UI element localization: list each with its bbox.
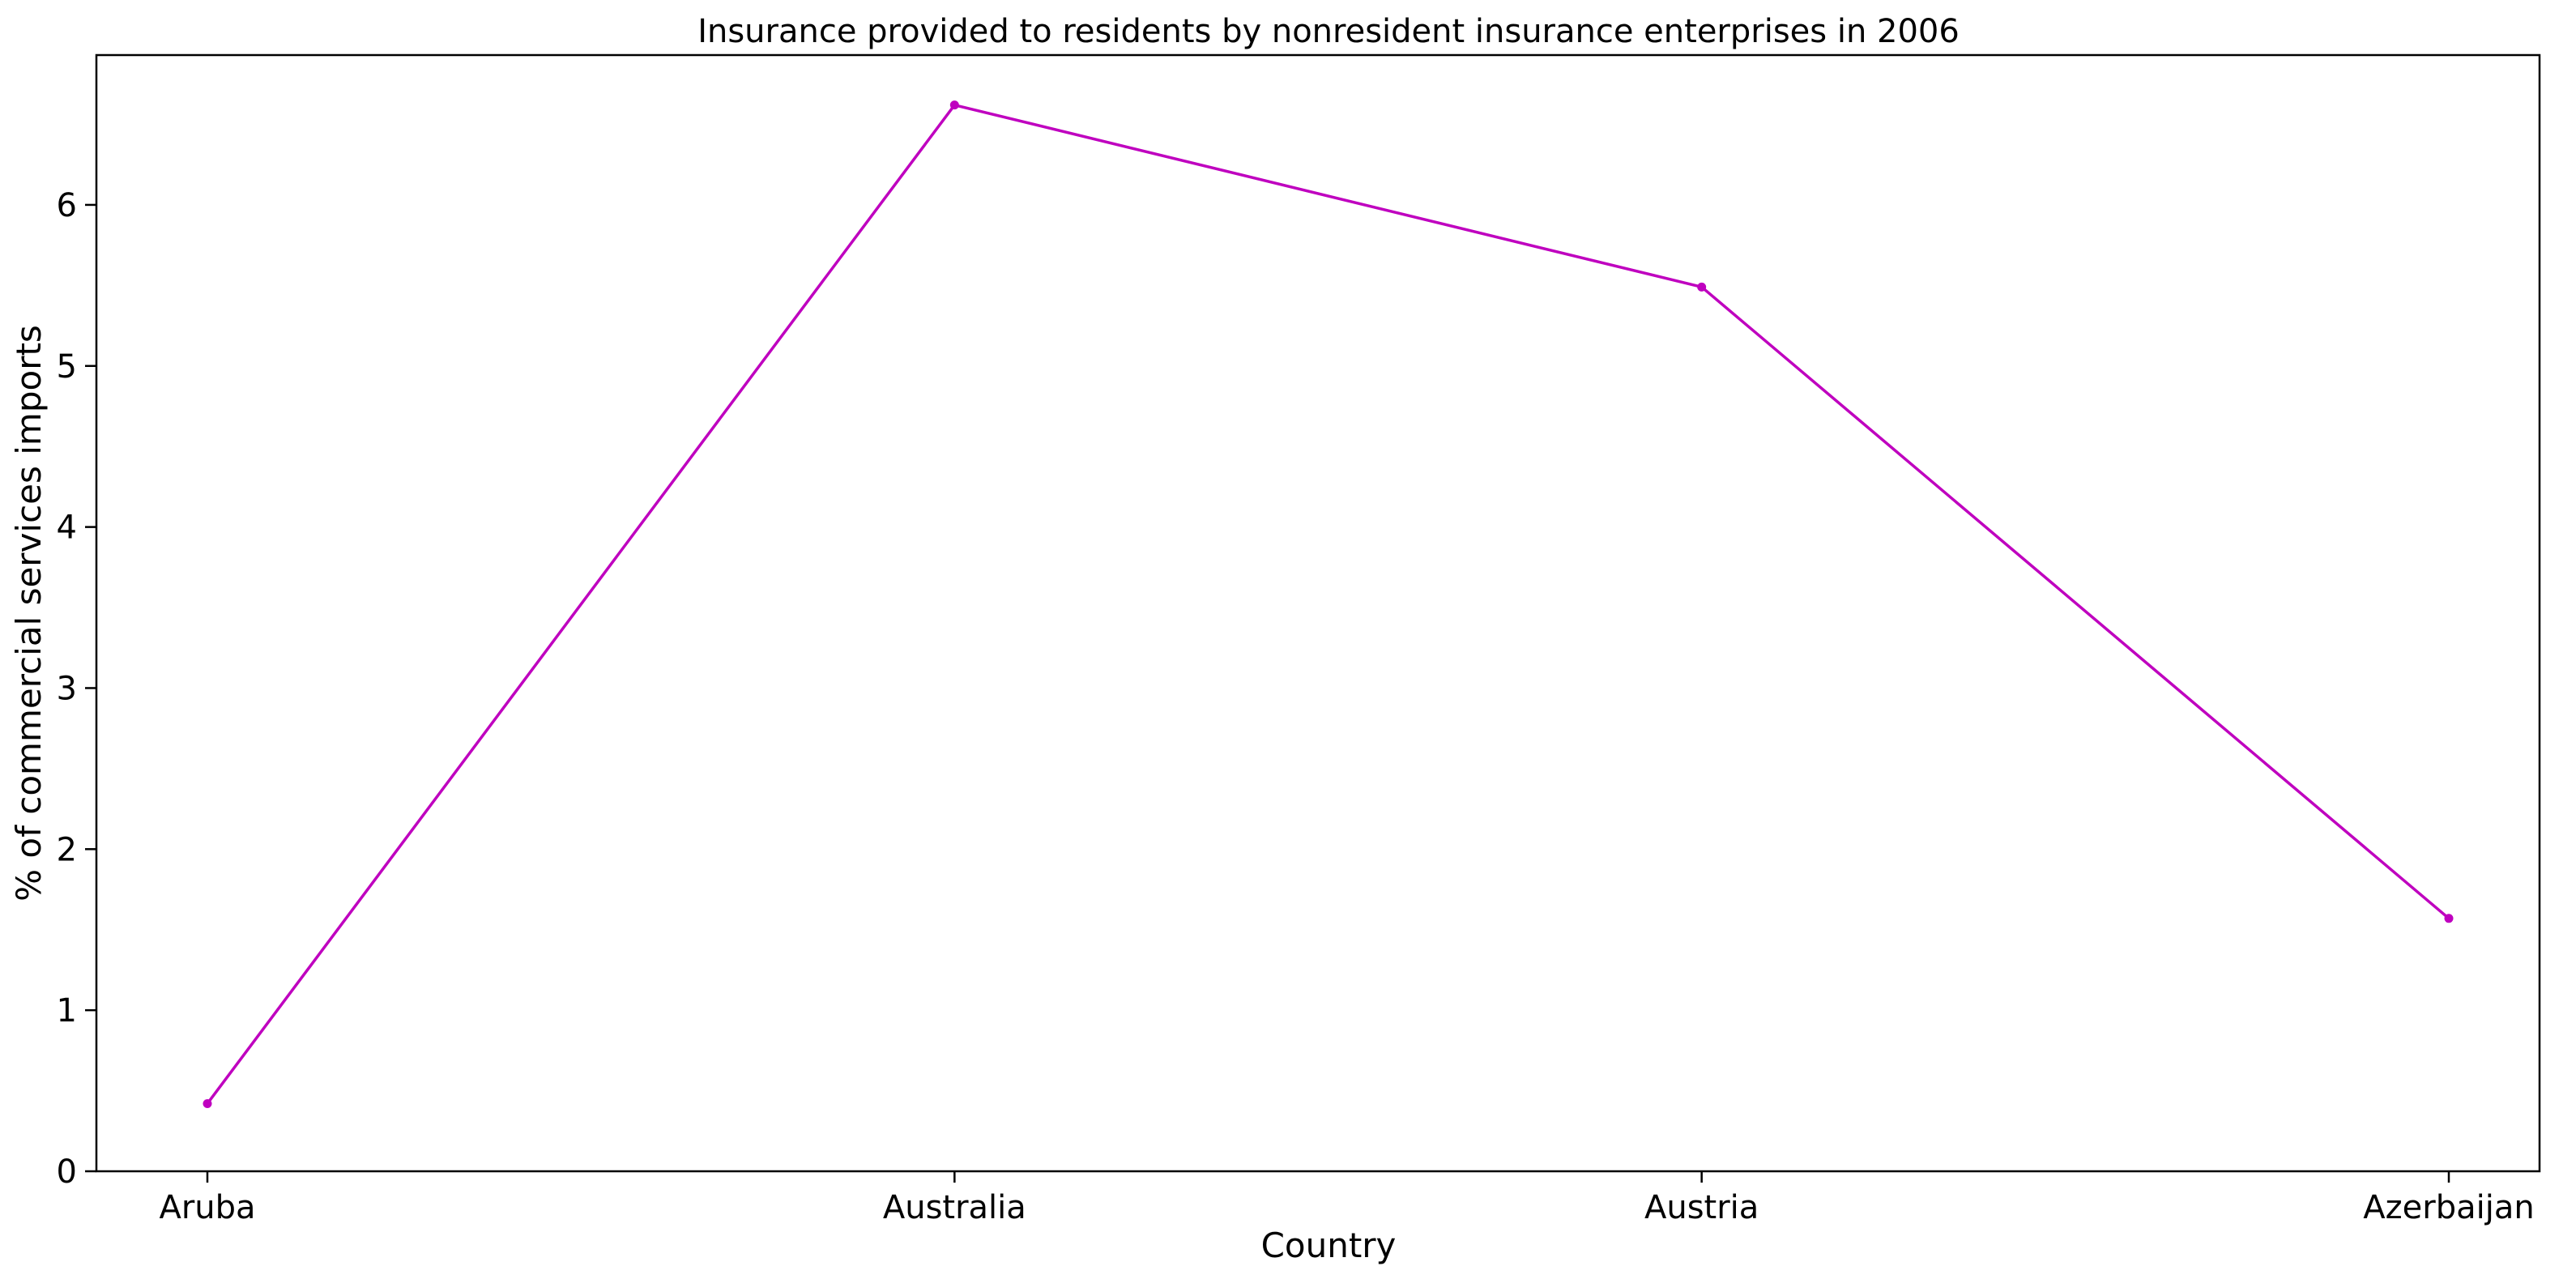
y-tick-label: 2 — [57, 831, 77, 868]
chart-title: Insurance provided to residents by nonre… — [697, 13, 1960, 50]
x-tick-label: Aruba — [159, 1189, 255, 1226]
y-tick-label: 0 — [57, 1153, 77, 1191]
data-point — [1697, 282, 1707, 292]
y-tick-label: 4 — [57, 509, 77, 547]
y-axis-label: % of commercial services imports — [9, 325, 49, 902]
y-tick-label: 5 — [57, 348, 77, 386]
plot-frame — [95, 53, 2541, 1173]
plot-area: 0 1 2 3 4 5 6 Aruba Australia Austria Azerbaijan — [57, 100, 2535, 1226]
data-point — [949, 100, 959, 110]
x-tick-label: Azerbaijan — [2363, 1189, 2534, 1226]
x-axis-label: Country — [1261, 1226, 1397, 1265]
y-tick-label: 3 — [57, 670, 77, 707]
data-point — [2444, 914, 2454, 923]
x-tick-label: Austria — [1644, 1189, 1759, 1226]
series-line — [206, 103, 2450, 1105]
y-tick-label: 6 — [57, 187, 77, 224]
y-tick-label: 1 — [57, 992, 77, 1030]
data-point — [203, 1098, 212, 1108]
x-tick-label: Australia — [883, 1189, 1026, 1226]
